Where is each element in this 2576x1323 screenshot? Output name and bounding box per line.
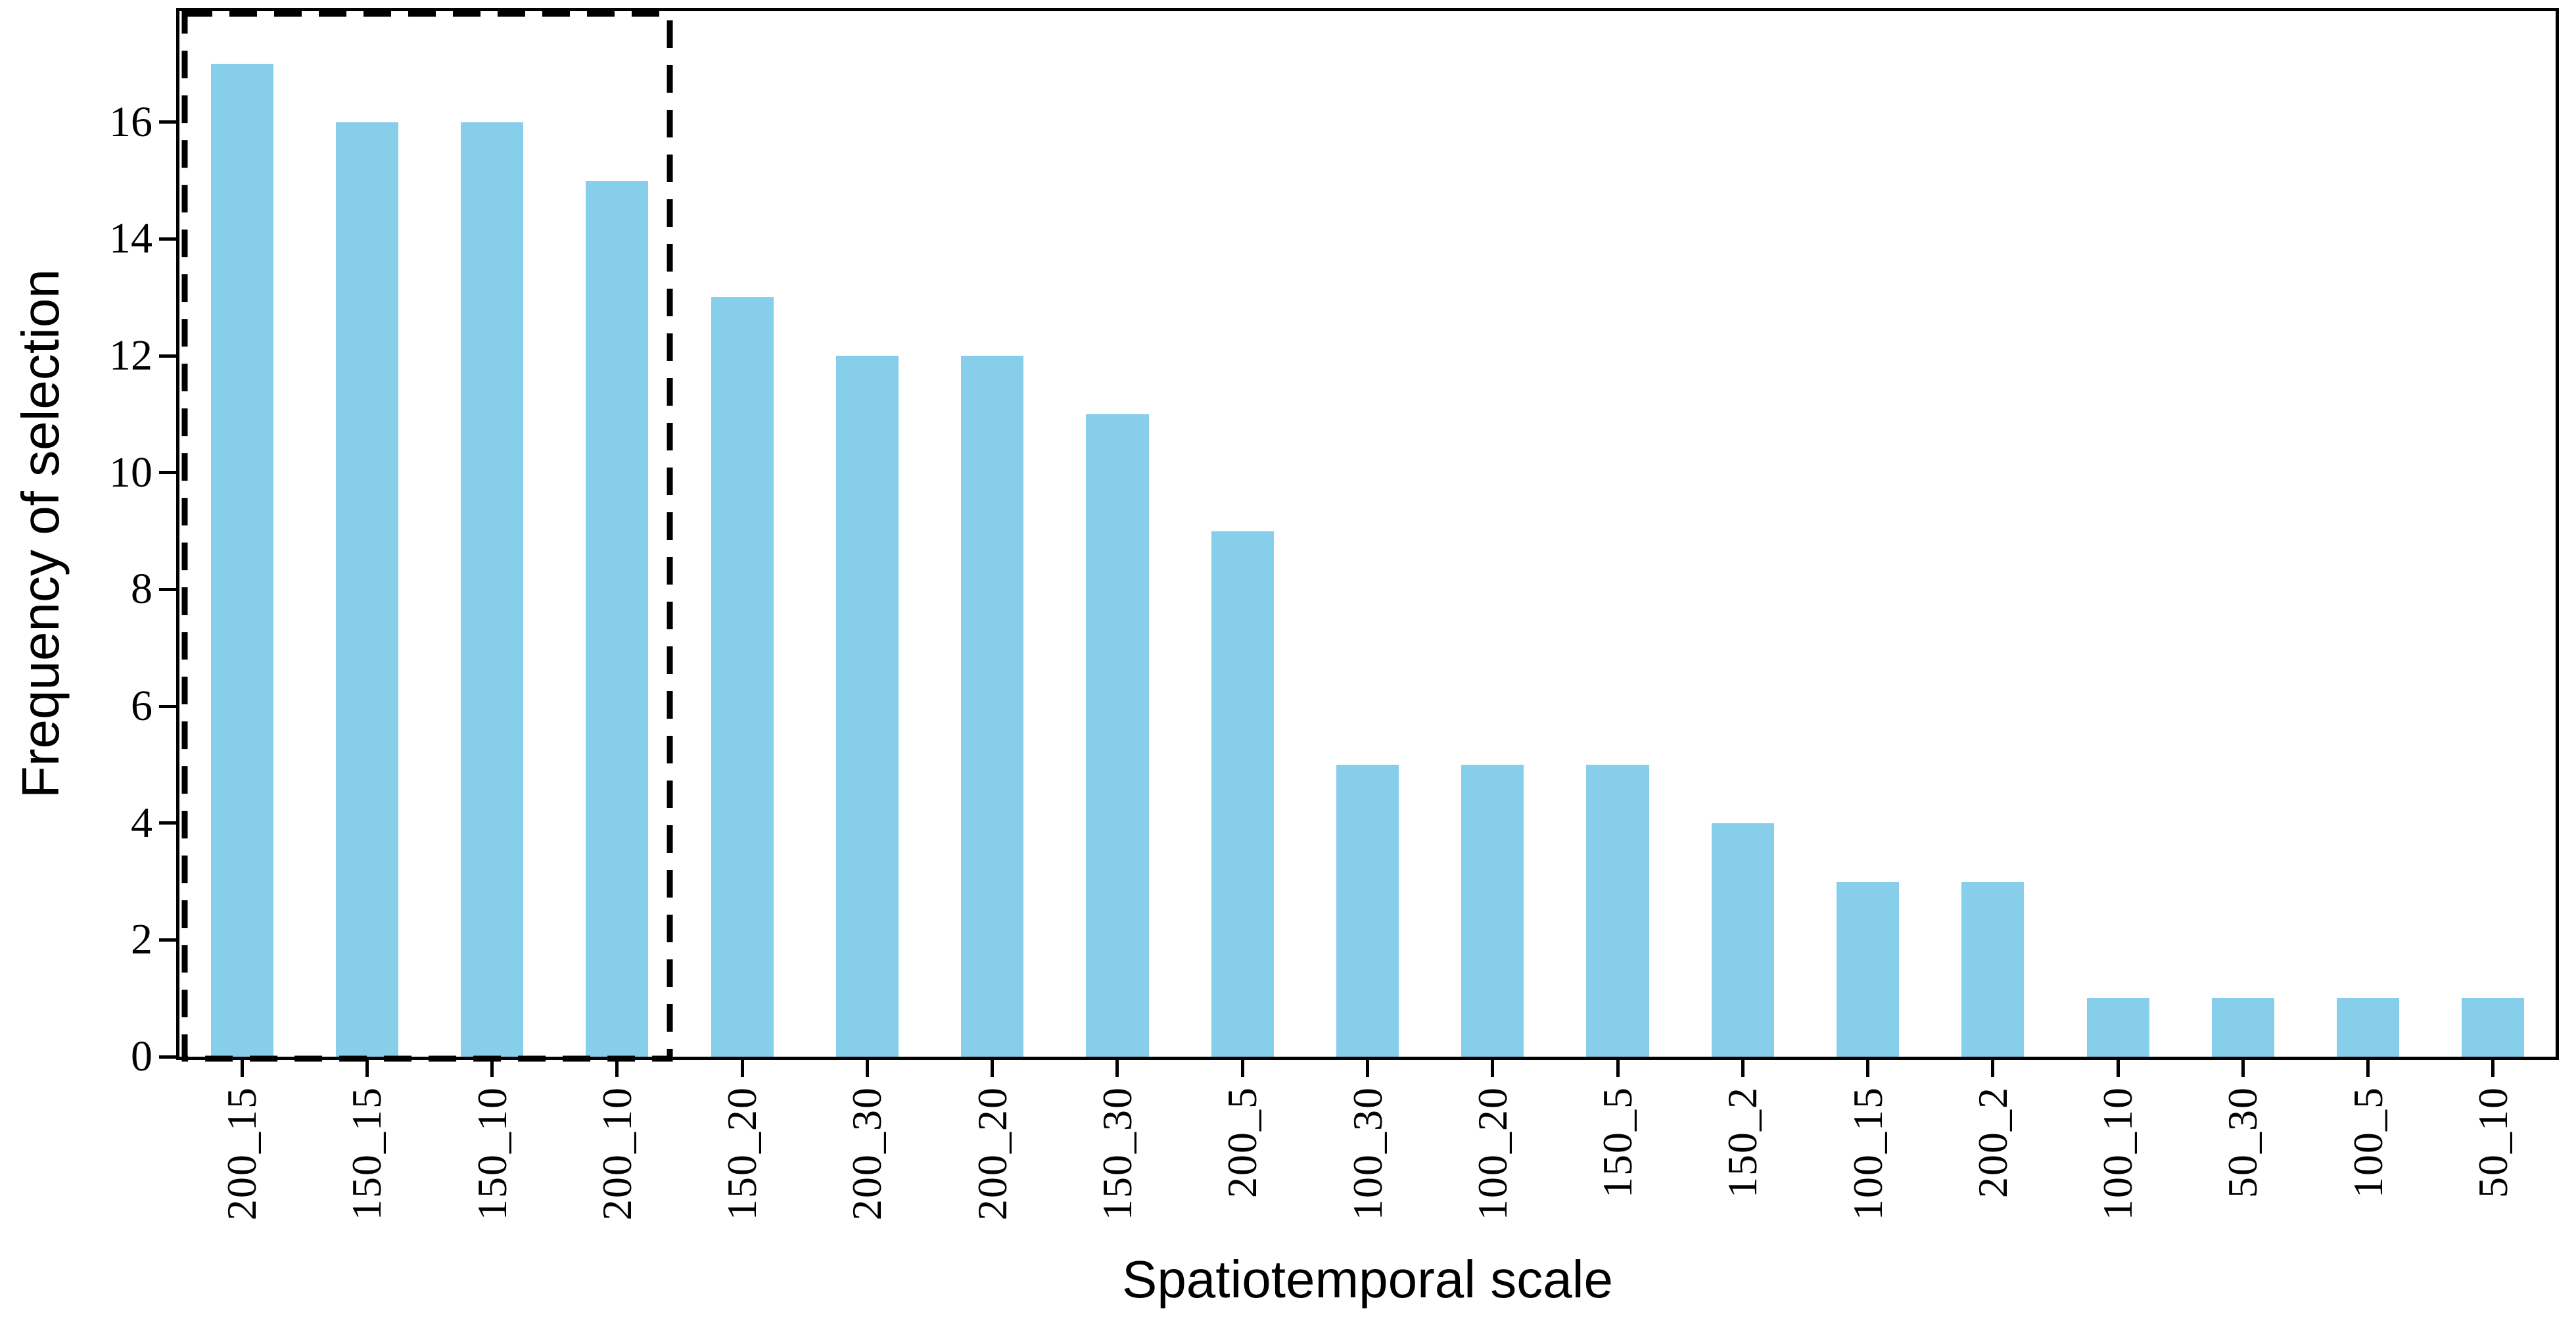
y-tick-mark xyxy=(159,354,176,358)
y-tick-label: 4 xyxy=(131,798,152,847)
y-tick-label: 0 xyxy=(131,1032,152,1080)
plot-area xyxy=(176,8,2559,1060)
x-tick-label: 100_15 xyxy=(1844,1086,1891,1220)
bar xyxy=(1336,764,1399,1057)
x-tick-label: 100_5 xyxy=(2344,1086,2391,1198)
bar xyxy=(961,356,1024,1057)
x-tick-mark xyxy=(1616,1060,1620,1077)
y-tick-mark xyxy=(159,821,176,825)
x-tick-mark xyxy=(2116,1060,2120,1077)
x-tick-label: 50_10 xyxy=(2469,1086,2516,1198)
x-tick-label: 150_2 xyxy=(1719,1086,1766,1198)
x-tick-label: 150_5 xyxy=(1594,1086,1641,1198)
bar xyxy=(711,297,774,1057)
y-tick-mark xyxy=(159,237,176,241)
bar xyxy=(2211,998,2274,1057)
y-tick-label: 12 xyxy=(109,331,152,380)
x-tick-mark xyxy=(2241,1060,2245,1077)
x-tick-mark xyxy=(2366,1060,2370,1077)
bar xyxy=(1586,764,1649,1057)
x-tick-label: 50_30 xyxy=(2219,1086,2266,1198)
x-tick-label: 200_2 xyxy=(1969,1086,2016,1198)
x-tick-label: 200_30 xyxy=(843,1086,891,1220)
y-tick-mark xyxy=(159,1055,176,1059)
bar xyxy=(335,122,398,1057)
bar xyxy=(2337,998,2400,1057)
y-tick-mark xyxy=(159,938,176,942)
y-tick-mark xyxy=(159,471,176,475)
x-tick-mark xyxy=(1991,1060,1995,1077)
x-tick-mark xyxy=(1115,1060,1119,1077)
x-tick-label: 150_10 xyxy=(468,1086,515,1220)
x-axis-title: Spatiotemporal scale xyxy=(1121,1250,1614,1309)
x-tick-label: 100_20 xyxy=(1468,1086,1516,1220)
y-tick-label: 10 xyxy=(109,448,152,496)
y-tick-label: 16 xyxy=(109,97,152,146)
y-axis-title: Frequency of selection xyxy=(11,269,70,799)
y-tick-mark xyxy=(159,704,176,708)
x-tick-mark xyxy=(1491,1060,1495,1077)
y-tick-label: 14 xyxy=(109,214,152,263)
x-tick-mark xyxy=(615,1060,619,1077)
x-tick-label: 200_20 xyxy=(968,1086,1016,1220)
x-tick-mark xyxy=(365,1060,369,1077)
x-tick-label: 200_10 xyxy=(593,1086,640,1220)
x-tick-mark xyxy=(490,1060,494,1077)
x-tick-mark xyxy=(1741,1060,1745,1077)
x-tick-label: 200_5 xyxy=(1219,1086,1266,1198)
bar xyxy=(1211,531,1274,1057)
y-tick-label: 6 xyxy=(131,682,152,731)
bar xyxy=(2086,998,2149,1057)
bar xyxy=(1961,881,2025,1057)
x-tick-label: 100_10 xyxy=(2094,1086,2142,1220)
x-tick-mark xyxy=(991,1060,995,1077)
bar xyxy=(1711,823,1774,1057)
x-tick-mark xyxy=(1240,1060,1244,1077)
x-tick-mark xyxy=(1866,1060,1870,1077)
bar xyxy=(2462,998,2525,1057)
x-tick-label: 200_15 xyxy=(218,1086,266,1220)
x-tick-mark xyxy=(240,1060,244,1077)
x-tick-label: 150_30 xyxy=(1093,1086,1140,1220)
y-tick-label: 2 xyxy=(131,915,152,964)
bar xyxy=(586,180,649,1057)
x-tick-label: 150_15 xyxy=(343,1086,390,1220)
x-tick-mark xyxy=(740,1060,744,1077)
y-tick-mark xyxy=(159,120,176,124)
x-tick-label: 150_20 xyxy=(718,1086,766,1220)
y-tick-label: 8 xyxy=(131,565,152,613)
bar xyxy=(210,63,273,1057)
bar xyxy=(835,356,899,1057)
y-tick-mark xyxy=(159,587,176,591)
bar xyxy=(461,122,524,1057)
x-tick-label: 100_30 xyxy=(1344,1086,1391,1220)
bar xyxy=(1461,764,1524,1057)
x-tick-mark xyxy=(865,1060,869,1077)
bar xyxy=(1086,414,1149,1057)
x-tick-mark xyxy=(2491,1060,2495,1077)
bar xyxy=(1836,881,1900,1057)
x-tick-mark xyxy=(1366,1060,1369,1077)
